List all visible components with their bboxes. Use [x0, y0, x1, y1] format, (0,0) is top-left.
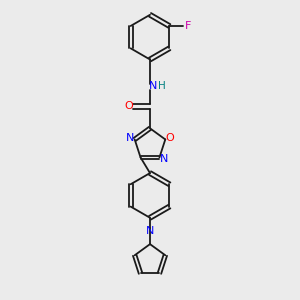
- Text: N: N: [126, 133, 134, 143]
- Text: H: H: [158, 81, 166, 91]
- Text: O: O: [166, 133, 175, 143]
- Text: F: F: [184, 21, 191, 31]
- Text: N: N: [149, 81, 158, 91]
- Text: N: N: [160, 154, 169, 164]
- Text: N: N: [146, 226, 154, 236]
- Text: O: O: [124, 101, 133, 111]
